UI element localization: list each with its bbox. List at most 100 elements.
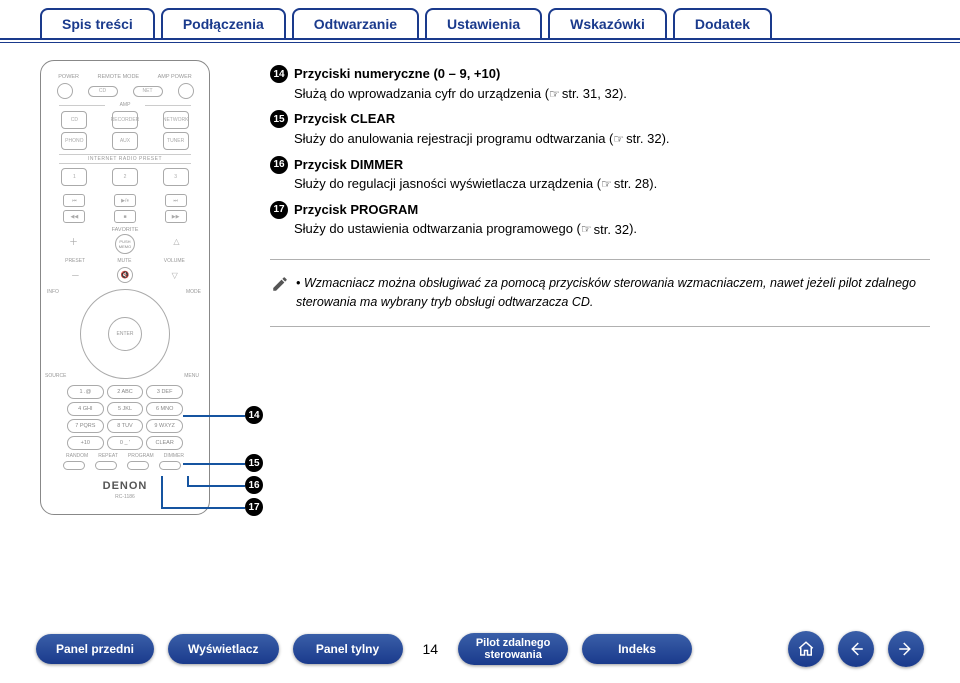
mode-label: MODE	[186, 289, 201, 295]
tab-label: Ustawienia	[447, 16, 520, 32]
tab-label: Podłączenia	[183, 16, 264, 32]
amp-power-btn	[178, 83, 194, 99]
amp-divider: AMP	[49, 102, 201, 108]
item-num: 17	[270, 201, 288, 219]
item-title: Przyciski numeryczne (0 – 9, +10)	[294, 64, 930, 84]
source-label: SOURCE	[45, 373, 66, 379]
random-label: RANDOM	[66, 453, 88, 459]
num-1: 1 .@	[67, 385, 104, 399]
next-page-button[interactable]	[888, 631, 924, 667]
page-ref[interactable]: ☞str. 31, 32	[549, 84, 619, 104]
pencil-icon	[270, 274, 290, 294]
callout-16: 16	[245, 476, 263, 494]
dimmer-btn	[159, 461, 181, 470]
prev-page-button[interactable]	[838, 631, 874, 667]
amppower-label: AMP POWER	[158, 74, 192, 80]
src-recorder: RECORDER	[112, 111, 138, 129]
callout-line-17a	[161, 507, 245, 509]
num-0: 0 _ '	[107, 436, 144, 450]
item-title: Przycisk DIMMER	[294, 155, 930, 175]
nav-label: Indeks	[618, 642, 656, 656]
callout-line-16a	[187, 485, 245, 487]
play-btn: ▶/⏸	[114, 194, 136, 207]
tab-wskazowki[interactable]: Wskazówki	[548, 8, 667, 38]
nav-label: Panel przedni	[56, 642, 134, 656]
random-btn	[63, 461, 85, 470]
item-14: 14 Przyciski numeryczne (0 – 9, +10) Słu…	[270, 64, 930, 103]
src-tuner: TUNER	[163, 132, 189, 150]
nav-indeks[interactable]: Indeks	[582, 634, 692, 664]
nav-wyswietlacz[interactable]: Wyświetlacz	[168, 634, 278, 664]
page-ref[interactable]: ☞str. 32	[581, 220, 629, 240]
tab-ustawienia[interactable]: Ustawienia	[425, 8, 542, 38]
page-text: str. 32	[626, 129, 661, 149]
program-label: PROGRAM	[128, 453, 154, 459]
num-2: 2 ABC	[107, 385, 144, 399]
preset-1: 1	[61, 168, 87, 186]
callout-17: 17	[245, 498, 263, 516]
mode-cd-btn: CD	[88, 86, 118, 97]
num-3: 3 DEF	[146, 385, 183, 399]
src-phono: PHONO	[61, 132, 87, 150]
callout-14: 14	[245, 406, 263, 424]
repeat-label: REPEAT	[98, 453, 118, 459]
power-label: POWER	[58, 74, 79, 80]
fn-buttons	[49, 461, 201, 470]
repeat-btn	[95, 461, 117, 470]
item-num: 15	[270, 110, 288, 128]
enter-btn: ENTER	[108, 317, 142, 351]
nav-panel-przedni[interactable]: Panel przedni	[36, 634, 154, 664]
rew-btn: ◀◀	[63, 210, 85, 223]
item-15: 15 Przycisk CLEAR Służy do anulowania re…	[270, 109, 930, 148]
tab-label: Dodatek	[695, 16, 750, 32]
mute-label: MUTE	[117, 258, 131, 264]
mode-net-btn: NET	[133, 86, 163, 97]
tab-spis-tresci[interactable]: Spis treści	[40, 8, 155, 38]
item-title: Przycisk PROGRAM	[294, 200, 930, 220]
fn-labels: RANDOM REPEAT PROGRAM DIMMER	[49, 453, 201, 459]
src-cd: CD	[61, 111, 87, 129]
preset-2: 2	[112, 168, 138, 186]
pushmemo-btn: PUSH MEMO	[115, 234, 135, 254]
brand-label: DENON	[49, 480, 201, 492]
menu-label: MENU	[184, 373, 199, 379]
dimmer-label: DIMMER	[164, 453, 184, 459]
hand-icon: ☞	[581, 220, 592, 238]
num-clear: CLEAR	[146, 436, 183, 450]
preset-label2: PRESET	[65, 258, 85, 264]
item-desc-b: ).	[662, 131, 670, 146]
top-tabs: Spis treści Podłączenia Odtwarzanie Usta…	[0, 0, 960, 40]
item-17: 17 Przycisk PROGRAM Służy do ustawienia …	[270, 200, 930, 239]
item-16: 16 Przycisk DIMMER Służy do regulacji ja…	[270, 155, 930, 194]
tab-odtwarzanie[interactable]: Odtwarzanie	[292, 8, 419, 38]
hand-icon: ☞	[613, 130, 624, 148]
bottom-nav: Panel przedni Wyświetlacz Panel tylny 14…	[0, 631, 960, 667]
num-9: 9 WXYZ	[146, 419, 183, 433]
numpad: 1 .@ 2 ABC 3 DEF 4 GHI 5 JKL 6 MNO 7 PQR…	[49, 385, 201, 450]
item-desc-a: Służy do ustawienia odtwarzania programo…	[294, 221, 581, 236]
content-column: 14 Przyciski numeryczne (0 – 9, +10) Słu…	[270, 60, 930, 515]
item-num: 14	[270, 65, 288, 83]
num-7: 7 PQRS	[67, 419, 104, 433]
info-label: INFO	[47, 289, 59, 295]
tab-dodatek[interactable]: Dodatek	[673, 8, 772, 38]
page-ref[interactable]: ☞str. 28	[601, 174, 649, 194]
ff-btn: ▶▶	[165, 210, 187, 223]
hand-icon: ☞	[549, 85, 560, 103]
favorite-label: FAVORITE	[112, 227, 139, 233]
home-button[interactable]	[788, 631, 824, 667]
src-network: NETWORK	[163, 111, 189, 129]
page-text: str. 28	[614, 174, 649, 194]
nav-panel-tylny[interactable]: Panel tylny	[293, 634, 403, 664]
callout-15: 15	[245, 454, 263, 472]
tab-podlaczenia[interactable]: Podłączenia	[161, 8, 286, 38]
tab-label: Spis treści	[62, 16, 133, 32]
arrow-left-icon	[847, 640, 865, 658]
page-ref[interactable]: ☞str. 32	[613, 129, 661, 149]
preset-3: 3	[163, 168, 189, 186]
page-number: 14	[417, 641, 445, 657]
callout-line-15	[183, 463, 245, 465]
nav-pilot[interactable]: Pilot zdalnegosterowania	[458, 633, 568, 665]
nav-label: Panel tylny	[316, 642, 379, 656]
item-num: 16	[270, 156, 288, 174]
